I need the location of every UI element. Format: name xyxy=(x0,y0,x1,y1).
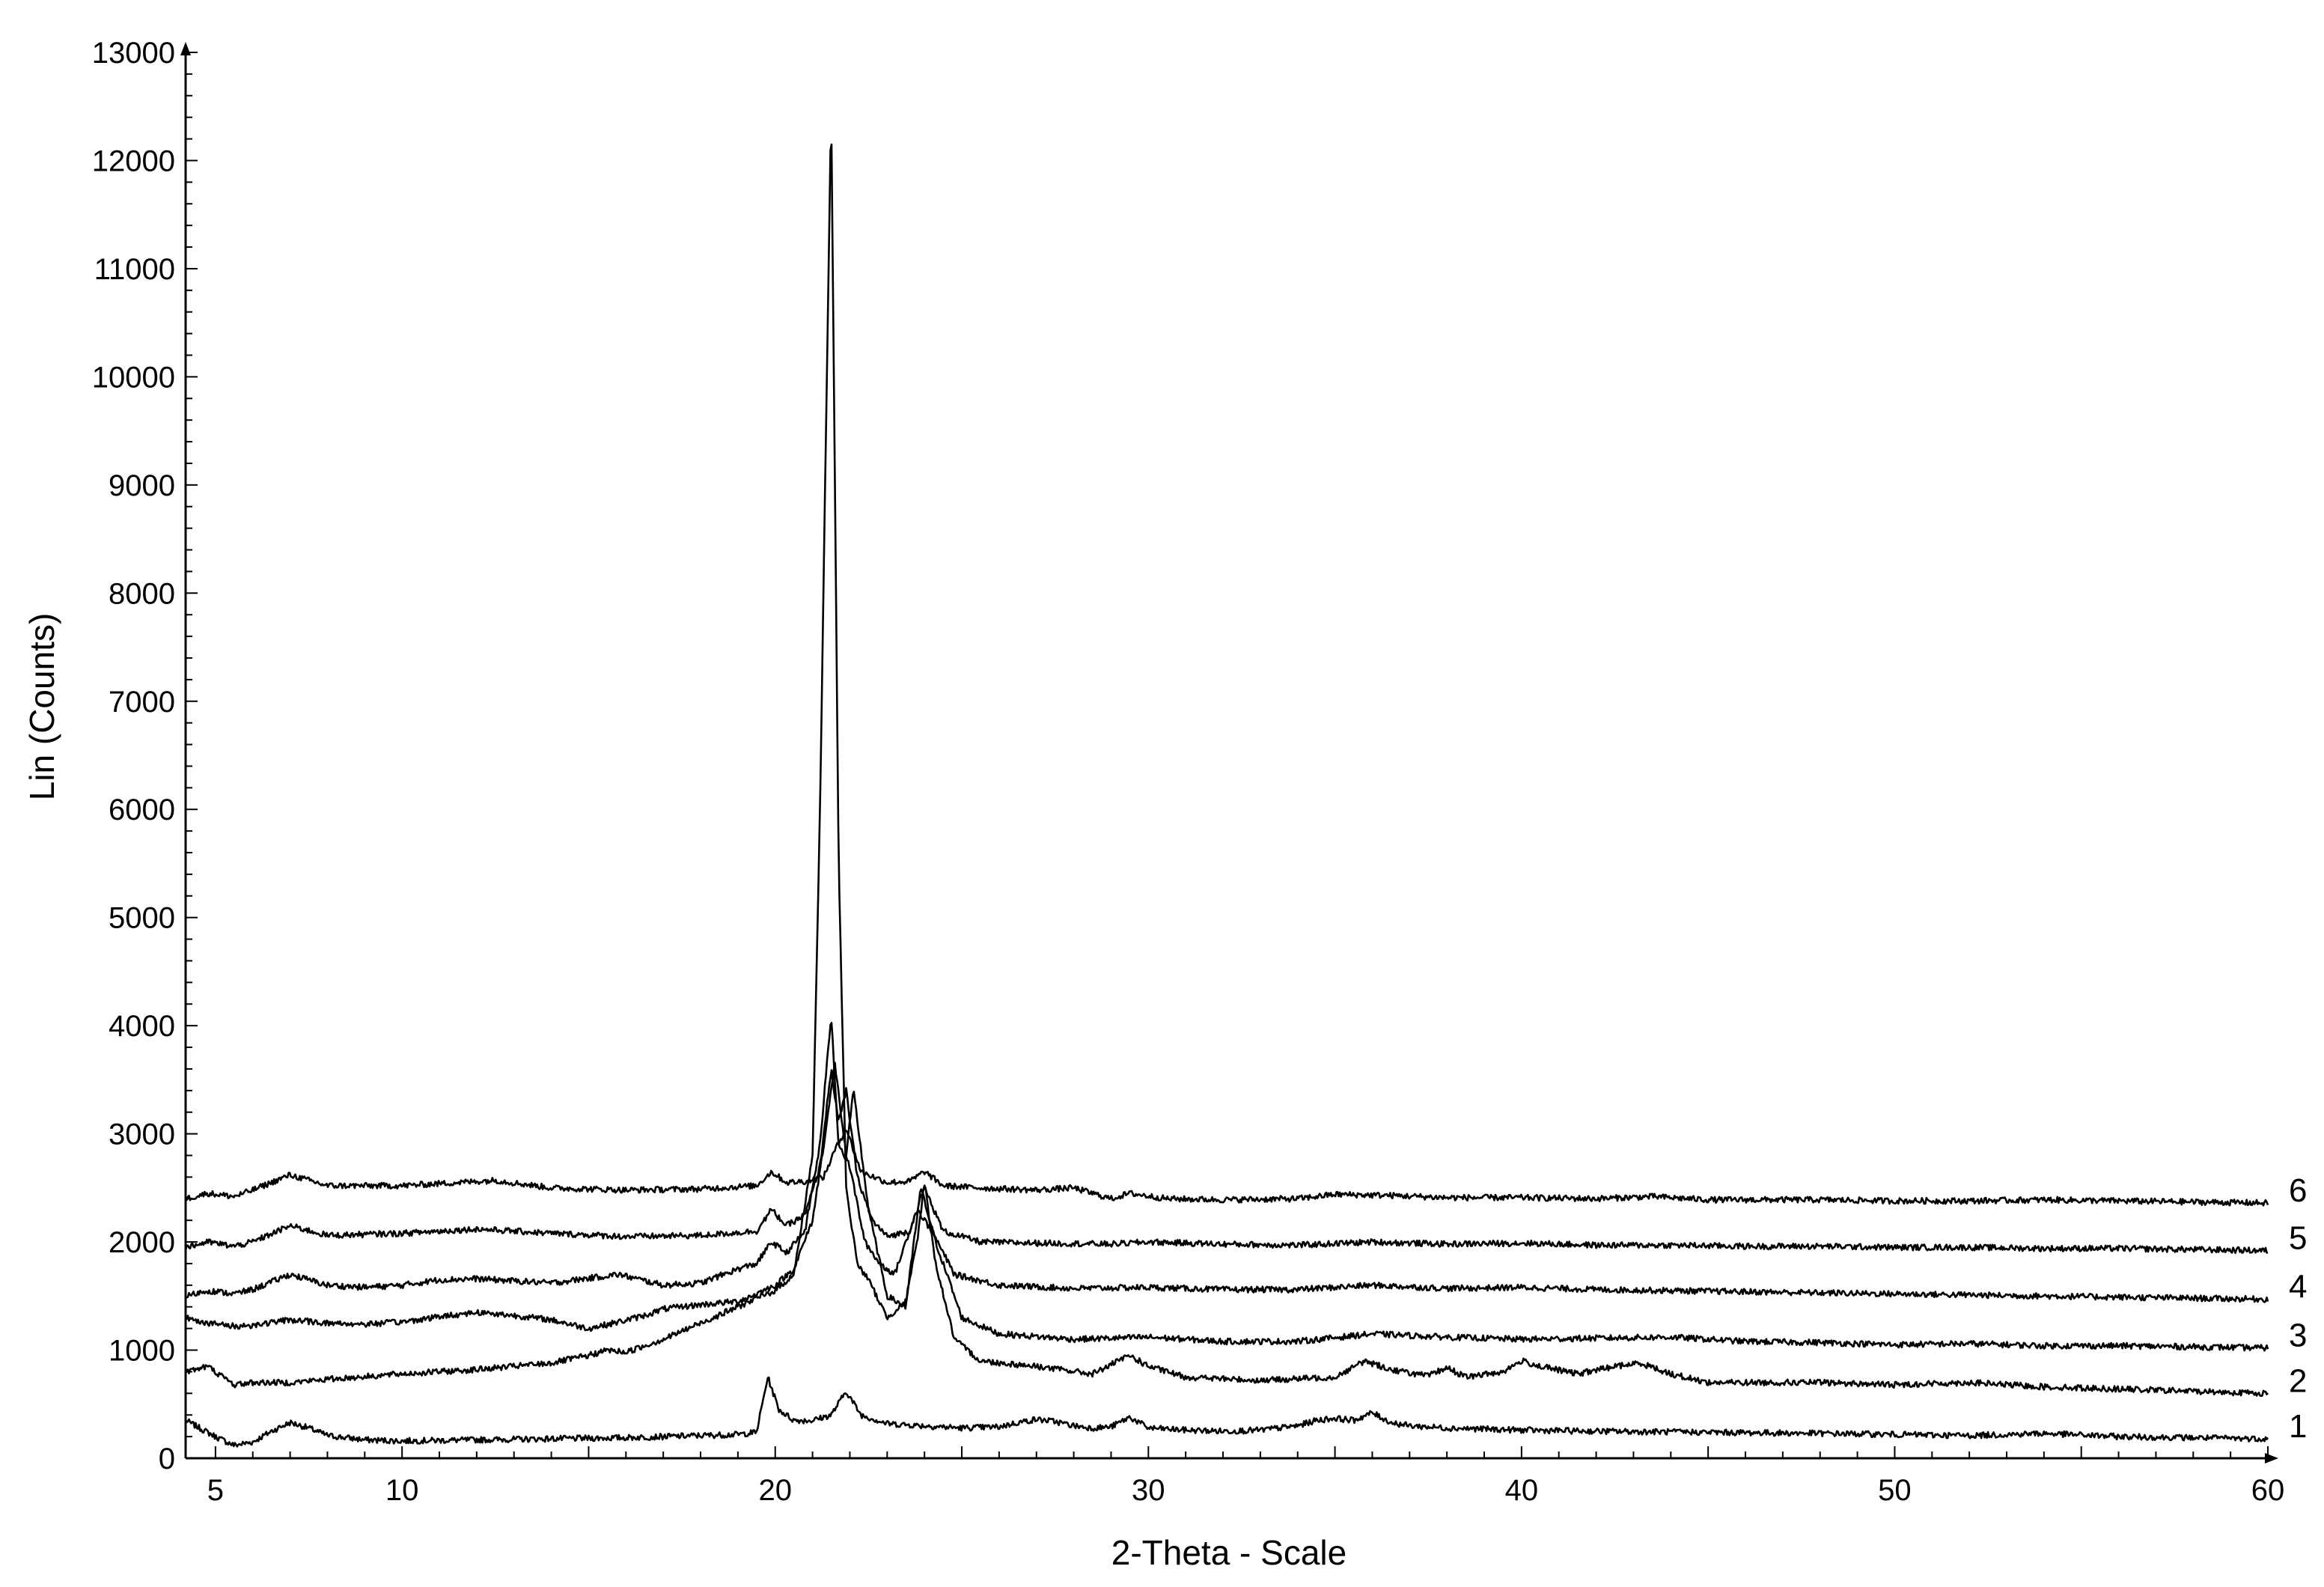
y-tick-label: 9000 xyxy=(109,469,175,502)
x-tick-label: 20 xyxy=(758,1474,792,1507)
y-tick-label: 4000 xyxy=(109,1010,175,1043)
series-1-label: 1 xyxy=(2289,1408,2307,1445)
x-tick-label: 10 xyxy=(385,1474,419,1507)
series-5-line xyxy=(184,1069,2269,1255)
x-axis-arrow xyxy=(2265,1453,2278,1463)
y-tick-label: 12000 xyxy=(92,144,175,177)
series-layer xyxy=(184,143,2269,1448)
series-6-line xyxy=(185,1130,2269,1207)
series-3-line xyxy=(184,1061,2269,1352)
x-tick-label: 60 xyxy=(2251,1474,2285,1507)
y-tick-label: 5000 xyxy=(109,902,175,935)
y-tick-label: 7000 xyxy=(109,686,175,719)
y-axis-title: Lin (Counts) xyxy=(22,613,61,801)
y-axis-arrow xyxy=(180,42,191,55)
series-label-layer: 1 2 3 4 5 6 xyxy=(2289,1172,2307,1445)
series-3-label: 3 xyxy=(2289,1318,2307,1354)
x-tick-label: 50 xyxy=(1878,1474,1912,1507)
series-2-label: 2 xyxy=(2289,1362,2307,1399)
series-4-label: 4 xyxy=(2289,1269,2307,1306)
series-4-line xyxy=(185,1022,2269,1303)
series-6-label: 6 xyxy=(2289,1172,2307,1209)
y-axis: 0 1000 2000 3000 4000 5000 6000 7000 8000 9000 100… xyxy=(92,37,198,1475)
x-tick-label: 5 xyxy=(207,1474,224,1507)
y-tick-label: 0 xyxy=(159,1443,175,1475)
series-1-line xyxy=(184,1376,2269,1448)
series-5-label: 5 xyxy=(2289,1220,2307,1257)
y-tick-label: 13000 xyxy=(92,37,175,70)
x-tick-label: 40 xyxy=(1505,1474,1539,1507)
x-tick-label: 30 xyxy=(1132,1474,1165,1507)
y-tick-label: 3000 xyxy=(109,1118,175,1151)
y-tick-label: 10000 xyxy=(92,361,175,394)
x-axis-title: 2-Theta - Scale xyxy=(1111,1533,1346,1572)
y-tick-label: 11000 xyxy=(94,253,175,286)
series-2-line xyxy=(184,143,2269,1397)
x-axis: 5 10 20 30 40 50 60 xyxy=(186,1446,2284,1507)
y-tick-label: 8000 xyxy=(109,577,175,610)
y-tick-label: 2000 xyxy=(109,1226,175,1259)
y-tick-label: 6000 xyxy=(109,794,175,826)
y-tick-label: 1000 xyxy=(109,1335,175,1368)
